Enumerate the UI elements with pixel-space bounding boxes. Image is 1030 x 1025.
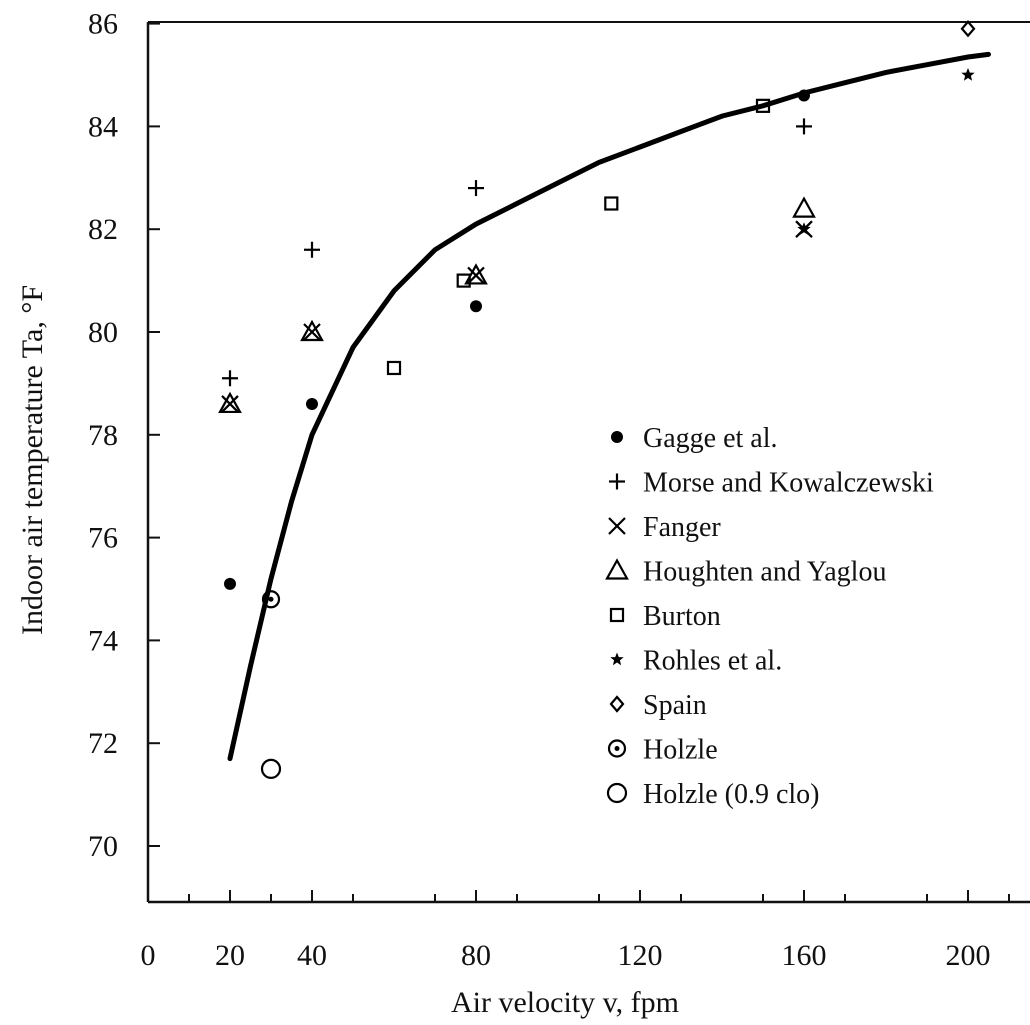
data-point-x [303, 323, 321, 341]
y-tick-label: 72 [88, 727, 118, 760]
legend-label: Morse and Kowalczewski [643, 468, 934, 499]
data-point-diamond [960, 20, 976, 38]
y-tick-label: 70 [88, 830, 118, 863]
data-point-triangle [464, 263, 488, 285]
data-point-triangle [218, 391, 242, 414]
legend-marker-triangle [605, 558, 629, 580]
data-point-x [221, 395, 239, 413]
legend-marker-circle [606, 782, 628, 804]
data-point-star [961, 68, 975, 81]
data-point-dot [798, 89, 810, 102]
legend-marker-plus [609, 473, 625, 490]
legend-label: Holzle (0.9 clo) [643, 779, 820, 810]
x-tick-label: 200 [946, 939, 991, 972]
x-tick-label: 40 [297, 939, 327, 972]
data-point-plus [468, 180, 484, 197]
legend-label: Houghten and Yaglou [643, 557, 886, 588]
ticks-layer [148, 22, 1010, 902]
legend-label: Gagge et al. [643, 423, 778, 454]
y-tick-label: 74 [88, 624, 118, 657]
legend-label: Rohles et al. [643, 646, 782, 677]
data-point-dot [470, 300, 482, 313]
legend: Gagge et al. Morse and Kowalczewski Fanger… [605, 423, 934, 810]
y-axis-label: Indoor air temperature Ta, °F [16, 285, 49, 635]
data-point-square [604, 196, 619, 211]
data-point-plus [796, 118, 812, 135]
x-tick-label: 120 [618, 939, 663, 972]
data-point-circle [260, 758, 282, 780]
legend-label: Spain [643, 690, 707, 721]
data-point-plus [222, 370, 238, 387]
data-point-star [797, 222, 811, 235]
data-point-plus [304, 241, 320, 258]
y-tick-label: 76 [88, 522, 118, 555]
data-point-dot [306, 397, 318, 410]
x-tick-label: 80 [461, 939, 491, 972]
legend-label: Burton [643, 601, 721, 632]
y-tick-label: 80 [88, 316, 118, 349]
x-tick-label: 0 [141, 939, 156, 972]
y-tick-label: 78 [88, 419, 118, 452]
data-point-triangle [792, 196, 816, 218]
legend-marker-diamond [609, 695, 625, 713]
data-point-square [386, 360, 402, 376]
y-tick-label: 86 [88, 8, 118, 41]
x-tick-label: 20 [215, 939, 245, 972]
legend-marker-square [609, 607, 625, 623]
legend-marker-x [608, 517, 626, 535]
data-point-dot [224, 577, 236, 590]
data-points [218, 20, 976, 780]
legend-label: Holzle [643, 735, 718, 766]
legend-marker-star [610, 652, 624, 666]
data-point-triangle [300, 319, 324, 342]
data-point-dotted-circle [261, 590, 281, 609]
fit-curve [227, 51, 991, 762]
y-tick-label: 84 [88, 110, 118, 143]
legend-label: Fanger [643, 512, 721, 543]
data-point-square [456, 273, 471, 288]
data-point-square [755, 98, 771, 113]
legend-marker-dotted-circle [607, 739, 627, 758]
x-axis-label: Air velocity v, fpm [451, 986, 679, 1019]
y-tick-label: 82 [88, 213, 118, 246]
x-tick-label: 160 [782, 939, 827, 972]
tick-labels: 0 20 40 80 120 160 200 70 72 74 76 78 80 82 84 86 [88, 8, 991, 972]
legend-marker-dot [611, 431, 623, 443]
